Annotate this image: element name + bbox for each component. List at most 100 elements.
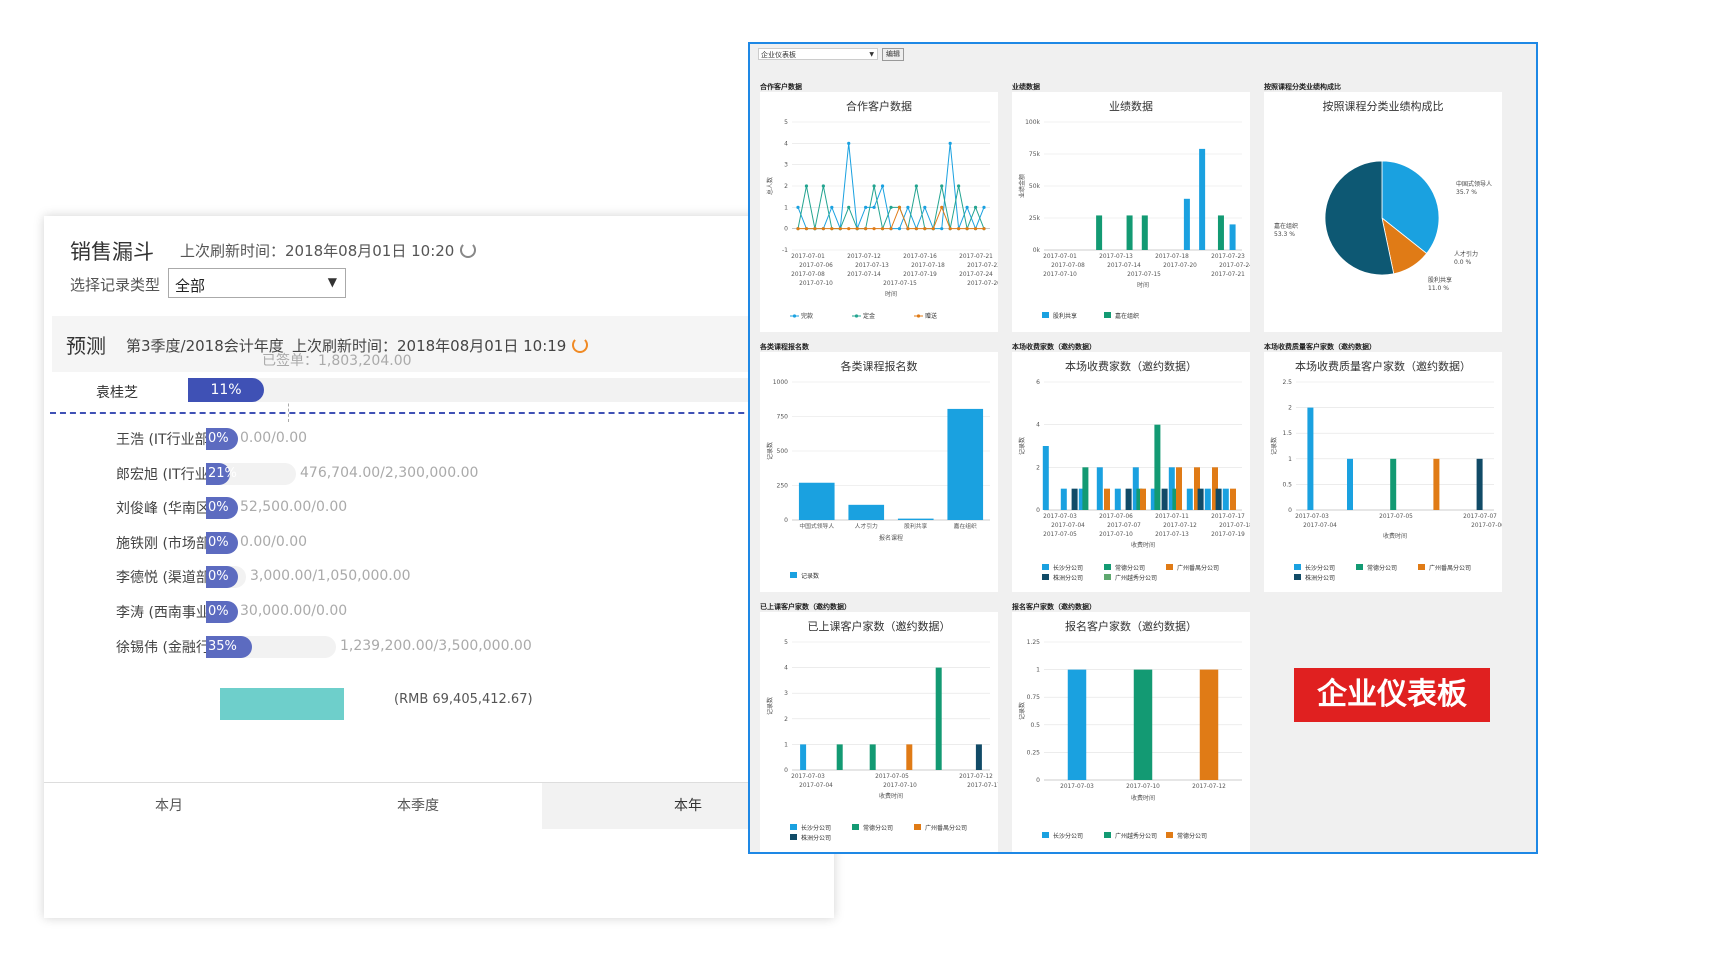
rep-progress-bar[interactable]: 0% xyxy=(206,601,238,623)
data-point[interactable] xyxy=(813,227,817,231)
bar[interactable] xyxy=(1390,458,1397,510)
data-point[interactable] xyxy=(804,227,809,231)
data-point[interactable] xyxy=(864,205,868,209)
bar[interactable] xyxy=(836,744,843,770)
data-point[interactable] xyxy=(914,227,918,231)
chart-card-enroll[interactable]: 各类课程报名数 1000 750 500 250 0 记录数 中国式领导人 人才引力 股利共享 嘉在… xyxy=(760,352,998,592)
data-point[interactable] xyxy=(931,227,935,231)
bar[interactable] xyxy=(1150,488,1157,510)
data-point[interactable] xyxy=(804,184,809,188)
bar[interactable] xyxy=(897,518,934,520)
rep-progress-bar[interactable]: 0% xyxy=(206,428,238,450)
rep-progress-bar[interactable]: 0% xyxy=(206,531,238,554)
bar[interactable] xyxy=(947,408,984,520)
data-point[interactable] xyxy=(889,227,893,231)
data-point[interactable] xyxy=(830,227,834,231)
chart-card-signup[interactable]: 报名客户家数（邀约数据） 1.25 1 0.75 0.5 0.25 0 记录数 2017-07-… xyxy=(1012,612,1250,852)
bar[interactable] xyxy=(1186,488,1193,510)
bar[interactable] xyxy=(1104,488,1110,510)
bar[interactable] xyxy=(1433,458,1440,510)
chart-card-fee_quality[interactable]: 本场收费质量客户家数（邀约数据） 2.5 2 1.5 1 0.5 0 记录数 2017-07-0… xyxy=(1264,352,1502,592)
dashboard-select[interactable]: 企业仪表板 ▼ xyxy=(758,48,878,60)
refresh-icon[interactable] xyxy=(572,337,589,353)
data-point[interactable] xyxy=(880,227,885,231)
data-point[interactable] xyxy=(940,227,944,231)
rep-progress-bar[interactable]: 35% xyxy=(206,635,252,658)
bar[interactable] xyxy=(1307,407,1314,510)
data-point[interactable] xyxy=(965,227,969,231)
bar[interactable] xyxy=(1126,215,1133,250)
tab-quarter[interactable]: 本季度 xyxy=(397,798,439,814)
bar[interactable] xyxy=(1199,148,1206,250)
data-point[interactable] xyxy=(973,227,978,231)
data-point[interactable] xyxy=(973,205,978,209)
bar[interactable] xyxy=(1071,488,1078,510)
owner-progress-bar[interactable]: 11% xyxy=(188,378,264,402)
data-point[interactable] xyxy=(821,184,825,188)
bar[interactable] xyxy=(1194,467,1200,510)
data-point[interactable] xyxy=(889,205,893,209)
bar[interactable] xyxy=(1133,669,1153,780)
bar[interactable] xyxy=(935,667,942,770)
bar[interactable] xyxy=(1197,488,1204,510)
bar[interactable] xyxy=(798,482,835,520)
rep-progress-bar[interactable]: 0% xyxy=(206,497,238,520)
data-point[interactable] xyxy=(940,184,944,188)
rep-progress-bar[interactable]: 21% xyxy=(206,462,237,485)
edit-button[interactable]: 编辑 xyxy=(882,48,904,61)
bar[interactable] xyxy=(1168,467,1175,510)
bar[interactable] xyxy=(1154,424,1161,510)
data-point[interactable] xyxy=(847,227,851,231)
bar[interactable] xyxy=(1183,198,1190,250)
data-point[interactable] xyxy=(872,184,876,188)
bar[interactable] xyxy=(1096,467,1103,510)
rep-progress-bar[interactable]: 0% xyxy=(206,566,238,589)
bar[interactable] xyxy=(848,504,885,520)
data-point[interactable] xyxy=(897,227,902,231)
tab-month[interactable]: 本月 xyxy=(155,798,183,814)
bar[interactable] xyxy=(906,744,913,770)
data-point[interactable] xyxy=(923,205,927,209)
data-point[interactable] xyxy=(982,227,986,231)
bar[interactable] xyxy=(1347,458,1353,510)
data-point[interactable] xyxy=(906,227,910,231)
bar[interactable] xyxy=(1215,488,1222,510)
data-point[interactable] xyxy=(982,205,986,209)
data-point[interactable] xyxy=(940,205,944,209)
data-point[interactable] xyxy=(872,205,876,209)
bar[interactable] xyxy=(1125,488,1132,510)
bar[interactable] xyxy=(1042,446,1049,510)
data-point[interactable] xyxy=(830,205,834,209)
bar[interactable] xyxy=(1204,488,1211,510)
bar[interactable] xyxy=(1060,488,1067,510)
data-point[interactable] xyxy=(957,227,961,231)
bar[interactable] xyxy=(1176,467,1182,510)
data-point[interactable] xyxy=(838,227,842,231)
refresh-icon[interactable] xyxy=(460,242,477,258)
chart-card-attended[interactable]: 已上课客户家数（邀约数据） 5 4 3 2 1 0 记录数 2017-07-03 2017-07-… xyxy=(760,612,998,852)
bar[interactable] xyxy=(1199,669,1219,780)
pie-slice[interactable] xyxy=(1381,160,1440,255)
data-point[interactable] xyxy=(872,227,876,231)
bar[interactable] xyxy=(869,744,876,770)
bar[interactable] xyxy=(1230,488,1236,510)
bar[interactable] xyxy=(1217,215,1224,250)
data-point[interactable] xyxy=(948,227,952,231)
bar[interactable] xyxy=(1141,215,1148,250)
bar[interactable] xyxy=(1222,488,1229,510)
data-point[interactable] xyxy=(957,184,961,188)
data-point[interactable] xyxy=(880,184,885,188)
data-point[interactable] xyxy=(821,227,825,231)
chart-card-performance[interactable]: 业绩数据 100k 75k 50k 25k 0k 业绩金额 2017-07-01 2017-07… xyxy=(1012,92,1250,332)
bar[interactable] xyxy=(1078,488,1085,510)
bar[interactable] xyxy=(1096,215,1103,250)
bar[interactable] xyxy=(1132,467,1139,510)
chart-card-partner[interactable]: 合作客户数据 5 4 3 2 1 0 -1 总人数 2017-07-01 2017-07-12 201… xyxy=(760,92,998,332)
data-point[interactable] xyxy=(855,227,859,231)
record-type-select[interactable]: 全部 ▼ xyxy=(168,268,346,298)
data-point[interactable] xyxy=(847,205,851,209)
bar[interactable] xyxy=(1136,488,1143,510)
data-point[interactable] xyxy=(847,141,851,145)
chart-card-course_share[interactable]: 按照课程分类业绩构成比 中国式领导人 35.7 % 股利共享 11.0 % 人才引力 0.0… xyxy=(1264,92,1502,332)
bar[interactable] xyxy=(1476,458,1483,510)
